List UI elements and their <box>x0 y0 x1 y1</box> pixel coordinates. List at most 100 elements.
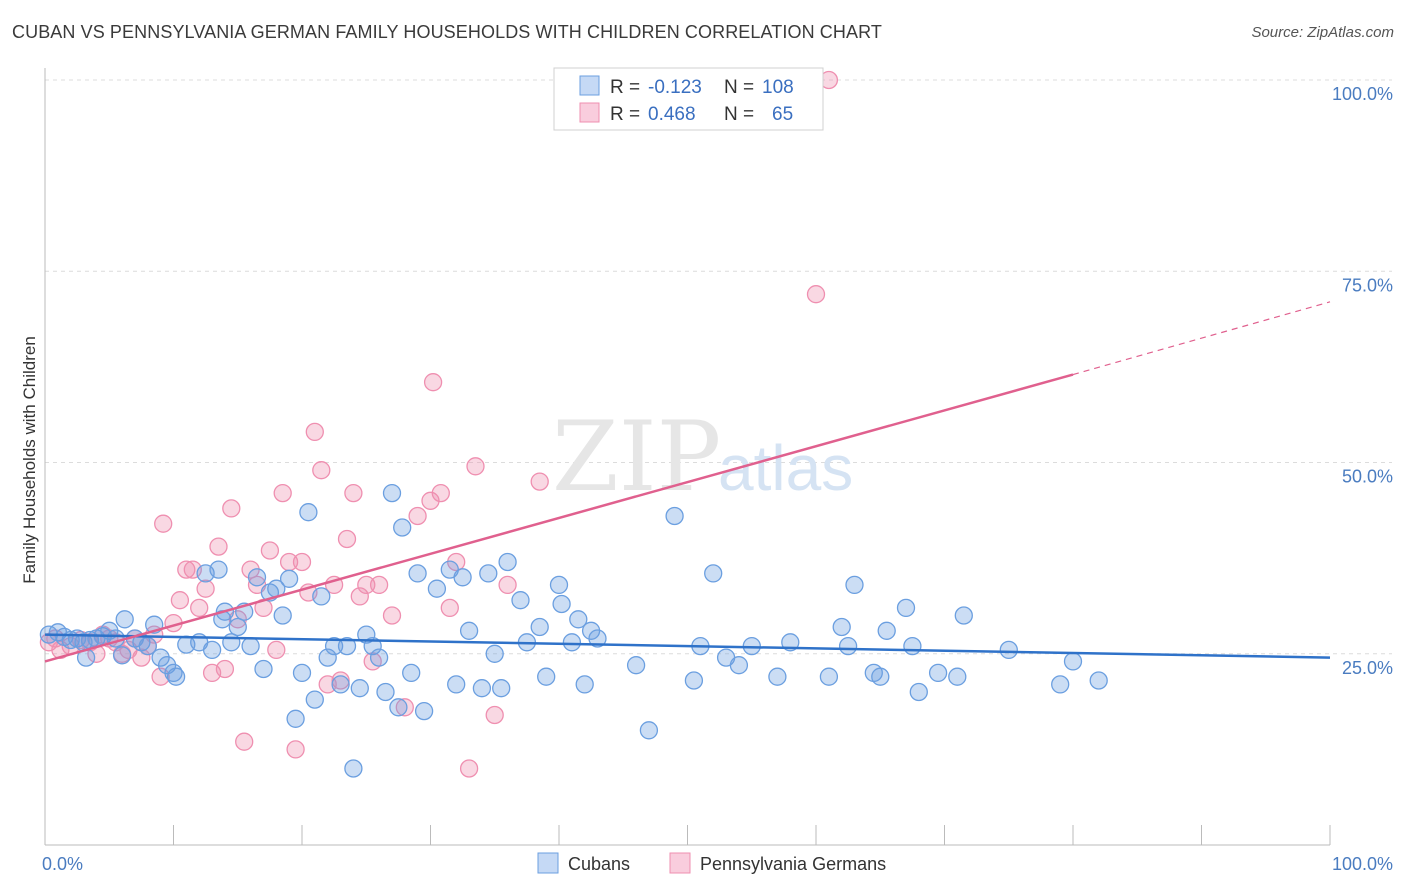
pg-point-27 <box>222 499 241 518</box>
cuban-point-60 <box>427 579 447 598</box>
cuban-point-52 <box>369 648 389 667</box>
legend-r-value: -0.123 <box>648 77 702 98</box>
cuban-point-93 <box>832 617 851 637</box>
legend-n-value: 65 <box>772 104 793 125</box>
cuban-point-100 <box>903 636 922 656</box>
cuban-point-33 <box>247 568 267 587</box>
cuban-point-43 <box>312 587 331 606</box>
cuban-point-30 <box>228 617 247 637</box>
pg-point-61 <box>485 705 504 725</box>
x-tick-labels: 0.0% 100.0% <box>42 854 1393 874</box>
legend-r-label: R = <box>610 104 640 125</box>
series-legend: Cubans Pennsylvania Germans <box>537 852 886 874</box>
cuban-point-47 <box>337 636 357 656</box>
cuban-point-55 <box>389 698 408 717</box>
cuban-point-13 <box>115 610 134 629</box>
y-tick-labels: 25.0% 50.0% 75.0% 100.0% <box>1332 84 1393 678</box>
cuban-point-37 <box>273 606 292 625</box>
pg-point-34 <box>267 640 286 660</box>
pg-point-41 <box>312 461 331 480</box>
cuban-point-32 <box>241 636 260 656</box>
cuban-point-26 <box>209 560 228 579</box>
cuban-point-78 <box>575 675 594 694</box>
pg-point-37 <box>286 740 305 759</box>
cuban-point-56 <box>393 518 412 537</box>
chart-title: CUBAN VS PENNSYLVANIA GERMAN FAMILY HOUS… <box>12 22 882 42</box>
x-tick-label-1: 100.0% <box>1332 854 1393 874</box>
cuban-point-62 <box>447 675 466 694</box>
cuban-point-75 <box>552 594 571 614</box>
cuban-point-103 <box>948 667 967 686</box>
cuban-point-21 <box>166 667 186 686</box>
y-tick-label-3: 100.0% <box>1332 84 1393 104</box>
cuban-point-104 <box>954 606 973 625</box>
correlation-legend: R = -0.123 N = 108 R = 0.468 N = 65 <box>553 67 824 131</box>
cuban-point-105 <box>999 640 1018 660</box>
legend-label-pg: Pennsylvania Germans <box>700 854 886 874</box>
pg-point-57 <box>440 598 459 618</box>
y-tick-label-0: 25.0% <box>1342 658 1393 678</box>
cuban-point-59 <box>414 701 434 721</box>
cuban-point-67 <box>485 644 504 663</box>
pg-point-56 <box>431 483 450 503</box>
legend-label-cubans: Cubans <box>568 854 630 874</box>
cuban-point-107 <box>1063 652 1083 671</box>
cuban-point-70 <box>511 591 530 610</box>
cuban-point-74 <box>549 575 569 595</box>
cuban-point-50 <box>357 625 376 644</box>
cuban-point-88 <box>729 656 749 675</box>
pg-point-50 <box>369 575 389 595</box>
cuban-point-77 <box>569 610 588 629</box>
pg-point-52 <box>395 698 414 717</box>
cuban-point-49 <box>350 679 369 698</box>
pg-point-17 <box>154 514 173 533</box>
cuban-point-44 <box>318 648 337 667</box>
cuban-point-69 <box>498 552 517 572</box>
legend-n-value: 108 <box>762 77 794 98</box>
pg-point-40 <box>305 422 324 442</box>
cuban-point-82 <box>639 721 659 740</box>
cuban-point-64 <box>459 621 479 640</box>
trend-lines <box>44 301 1331 663</box>
cuban-point-80 <box>588 629 607 648</box>
cuban-point-58 <box>408 564 427 583</box>
cuban-point-65 <box>472 679 492 698</box>
cuban-points <box>39 483 1108 778</box>
pg-point-19 <box>170 591 190 610</box>
legend-r-label: R = <box>610 77 640 98</box>
legend-swatch-cubans <box>537 852 559 874</box>
cuban-point-72 <box>530 617 549 637</box>
legend-n-label: N = <box>724 77 754 98</box>
cuban-point-39 <box>286 709 305 728</box>
pg-point-51 <box>382 606 402 625</box>
cuban-point-98 <box>877 621 896 640</box>
legend-swatch-pg <box>579 102 600 123</box>
cuban-point-106 <box>1051 675 1070 694</box>
pg-point-55 <box>423 373 443 392</box>
cuban-point-63 <box>453 568 472 587</box>
y-tick-label-2: 75.0% <box>1342 275 1393 295</box>
cuban-point-66 <box>479 564 498 583</box>
cuban-point-94 <box>838 636 858 656</box>
legend-r-value: 0.468 <box>648 104 696 125</box>
cuban-point-95 <box>845 575 864 595</box>
cuban-point-68 <box>492 679 511 698</box>
cuban-point-99 <box>896 598 916 618</box>
cuban-point-57 <box>402 663 421 683</box>
cuban-point-41 <box>299 503 318 522</box>
cuban-point-97 <box>871 667 890 686</box>
cuban-point-46 <box>331 675 350 694</box>
pg-point-64 <box>806 285 826 304</box>
pg-point-63 <box>530 472 549 491</box>
pg-point-53 <box>408 506 427 526</box>
pg-point-29 <box>235 732 254 751</box>
cuban-point-90 <box>768 667 787 686</box>
pg-point-25 <box>209 537 228 556</box>
cuban-point-81 <box>626 656 646 675</box>
cuban-point-86 <box>704 564 723 583</box>
pg-trend-line-extension <box>1072 301 1331 376</box>
cuban-point-48 <box>344 759 363 778</box>
pg-point-38 <box>292 552 312 572</box>
cuban-point-102 <box>928 663 948 683</box>
cuban-point-108 <box>1089 671 1108 690</box>
